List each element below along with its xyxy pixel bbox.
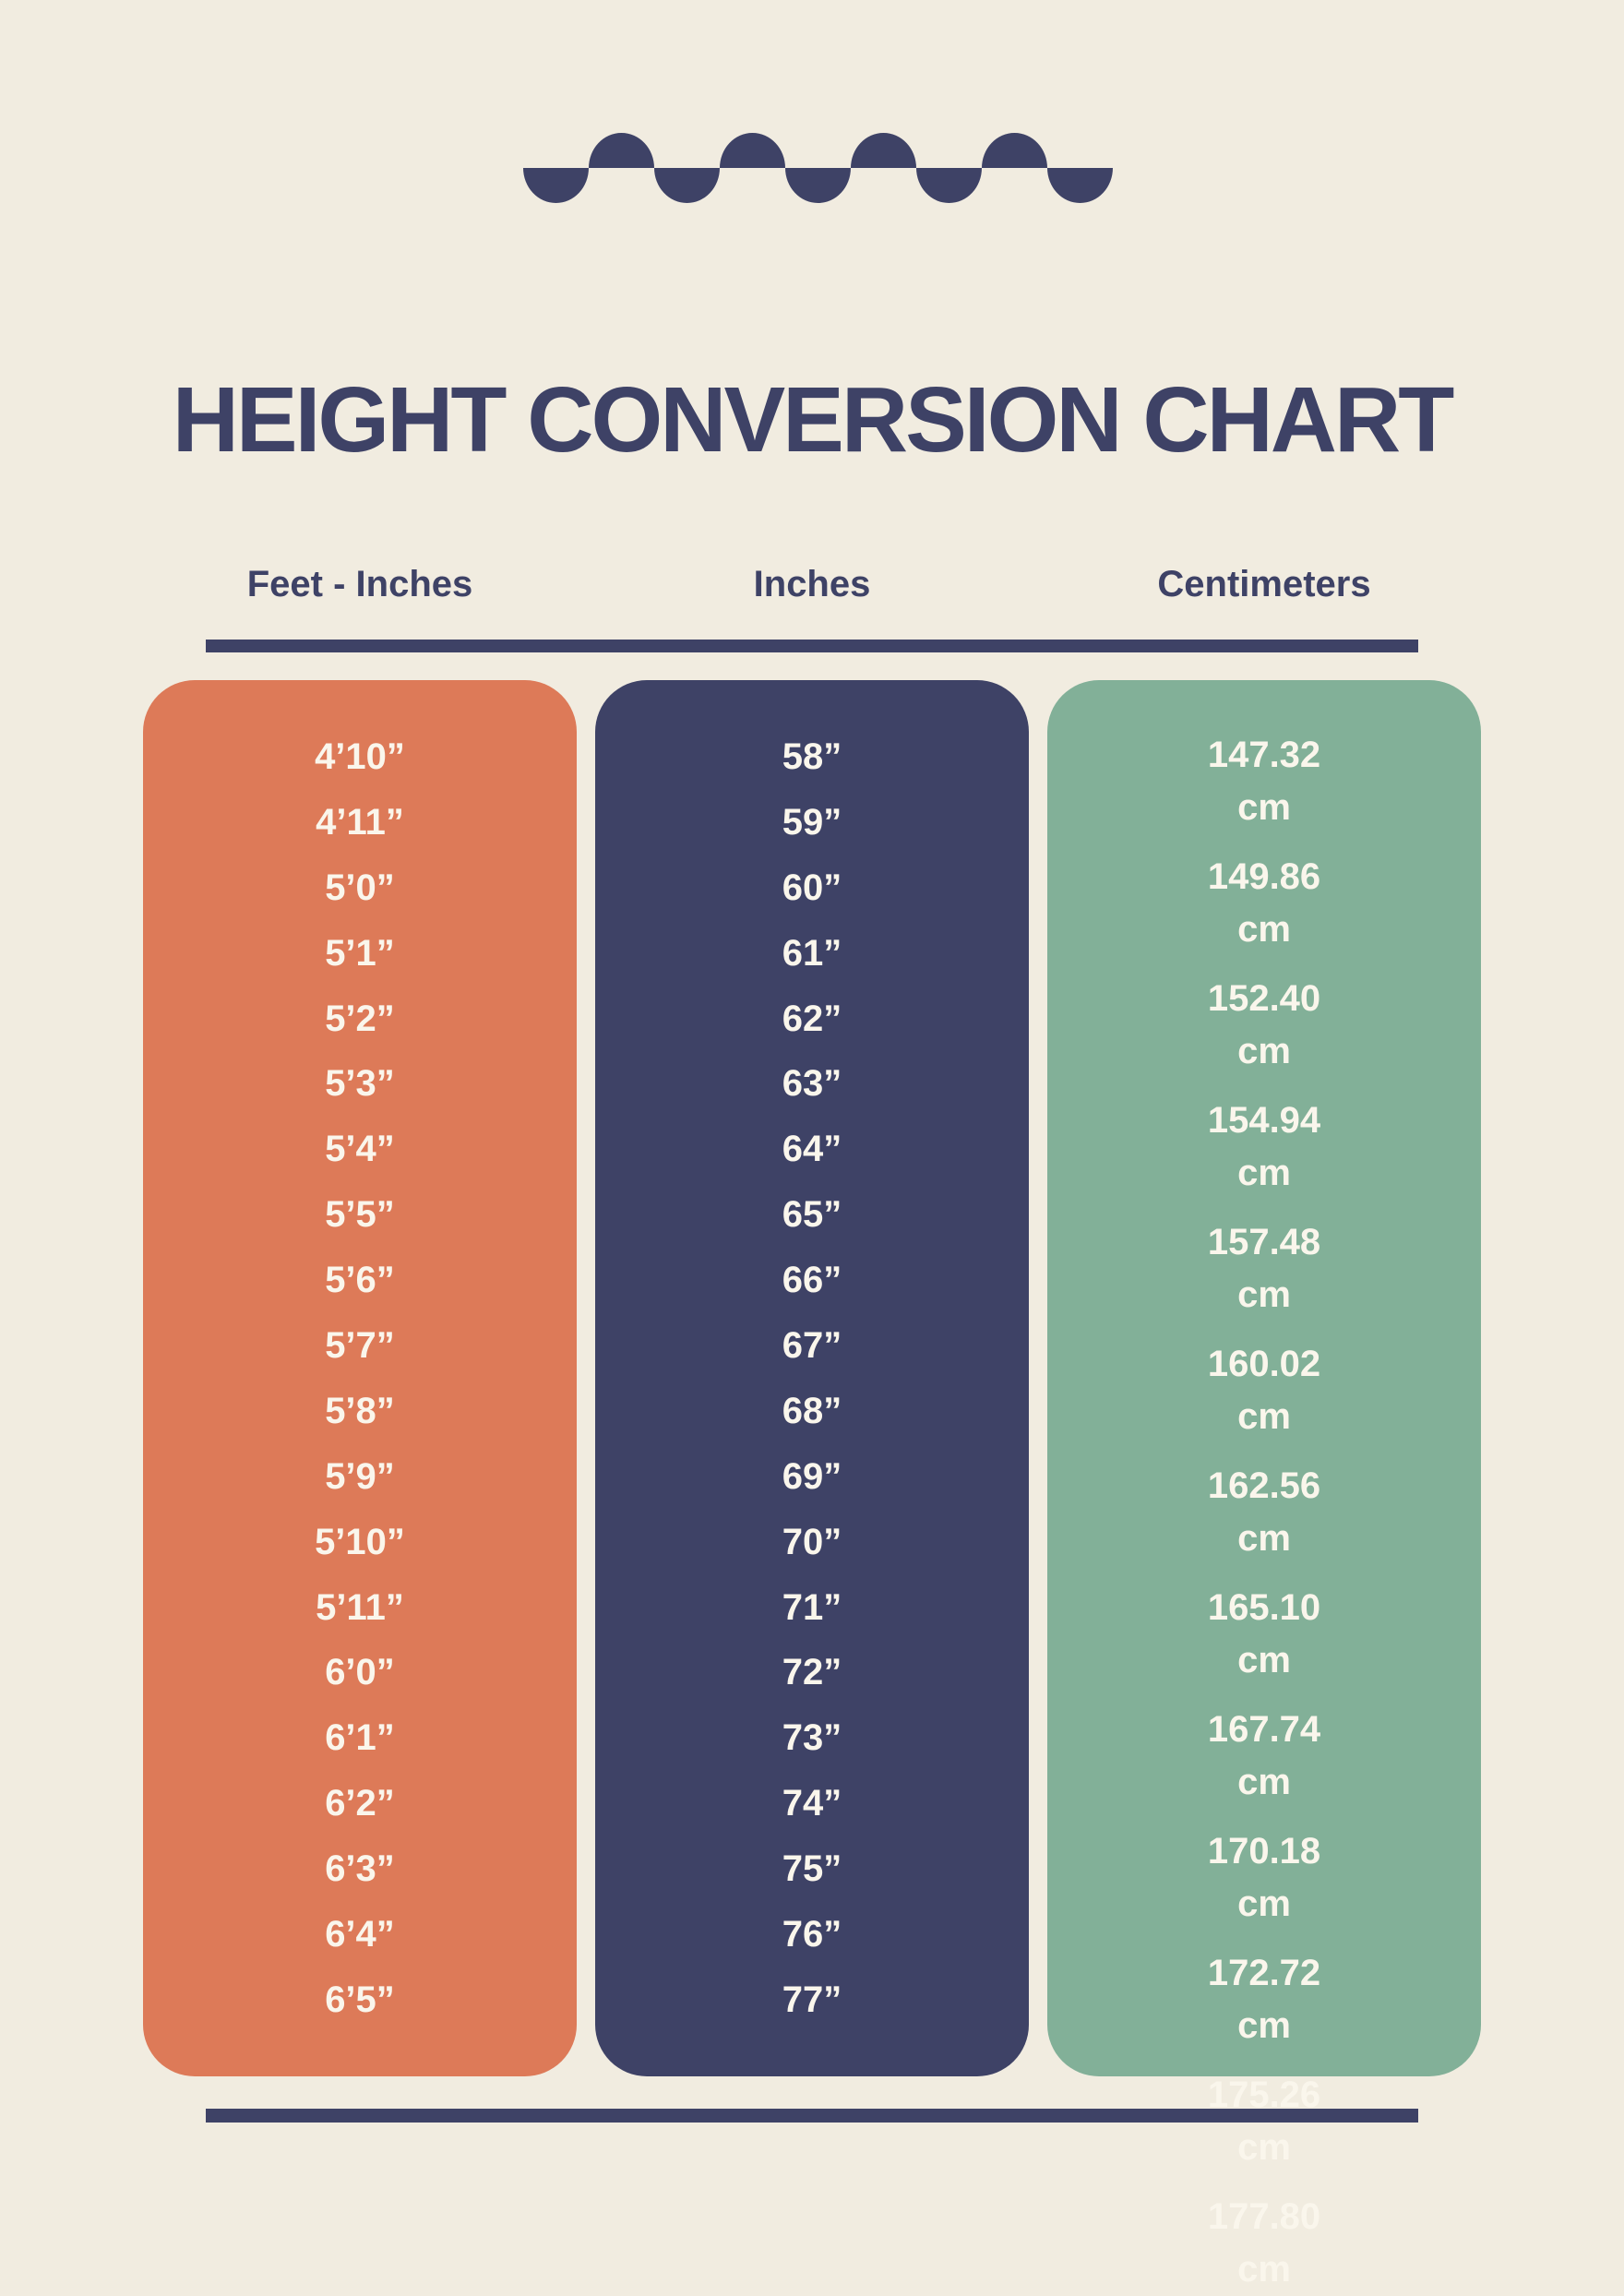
cm-unit-label: cm — [1237, 2249, 1291, 2290]
inches-value: 72” — [782, 1652, 842, 1693]
feet-inches-value: 5’6” — [325, 1260, 395, 1301]
feet-inches-value: 5’10” — [315, 1521, 405, 1562]
feet-inches-value: 4’11” — [316, 801, 404, 843]
feet-inches-value: 4’10” — [315, 736, 405, 777]
centimeters-value: 157.48 cm — [1047, 1216, 1481, 1321]
centimeters-value: 172.72 cm — [1047, 1947, 1481, 2052]
inches-value: 74” — [782, 1783, 842, 1824]
inches-value: 71” — [782, 1586, 842, 1628]
feet-inches-value: 5’7” — [325, 1325, 395, 1367]
centimeters-value: 152.40 cm — [1047, 973, 1481, 1078]
inches-value: 69” — [782, 1455, 842, 1497]
centimeters-value: 167.74 cm — [1047, 1704, 1481, 1809]
page-title: HEIGHT CONVERSION CHART — [172, 368, 1455, 472]
feet-inches-value: 6’2” — [325, 1783, 395, 1824]
cm-number: 157.48 — [1207, 1222, 1321, 1262]
inches-value: 66” — [782, 1260, 842, 1301]
feet-inches-value: 5’2” — [325, 998, 395, 1039]
inches-value: 62” — [782, 998, 842, 1039]
cm-unit-label: cm — [1237, 1762, 1291, 1802]
cm-unit-label: cm — [1237, 1640, 1291, 1680]
feet-inches-value: 5’8” — [325, 1390, 395, 1431]
feet-inches-value: 5’1” — [325, 932, 395, 974]
cm-unit-label: cm — [1237, 1031, 1291, 1071]
inches-value: 63” — [782, 1063, 842, 1105]
centimeters-column: 147.32 cm 149.86 cm 152.40 cm 154.94 cm 157.48 cm… — [1047, 680, 1481, 2290]
feet-inches-column: 4’10” 4’11” 5’0” 5’1” 5’2” 5’3” 5’4” 5’5” 5’6” 5’… — [143, 680, 577, 2076]
cm-number: 149.86 — [1207, 856, 1321, 897]
inches-value: 70” — [782, 1521, 842, 1562]
inches-value: 67” — [782, 1325, 842, 1367]
inches-value: 73” — [782, 1717, 842, 1759]
inches-value: 60” — [782, 867, 842, 908]
cm-unit-label: cm — [1237, 1396, 1291, 1437]
cm-number: 175.26 — [1207, 2075, 1321, 2115]
cm-unit-label: cm — [1237, 1518, 1291, 1559]
feet-inches-value: 5’9” — [325, 1455, 395, 1497]
feet-inches-value: 6’4” — [325, 1914, 395, 1955]
cm-number: 162.56 — [1207, 1465, 1321, 1506]
cm-number: 170.18 — [1207, 1831, 1321, 1871]
centimeters-value: 175.26 cm — [1047, 2069, 1481, 2174]
column-header-centimeters: Centimeters — [1157, 564, 1371, 604]
inches-value: 65” — [782, 1194, 842, 1236]
cm-number: 160.02 — [1207, 1344, 1321, 1384]
feet-inches-value: 5’4” — [325, 1129, 395, 1170]
inches-value: 77” — [782, 1979, 842, 2020]
feet-inches-value: 6’0” — [325, 1652, 395, 1693]
feet-inches-value: 5’5” — [325, 1194, 395, 1236]
centimeters-value: 149.86 cm — [1047, 851, 1481, 956]
cm-number: 147.32 — [1207, 735, 1321, 775]
cm-number: 172.72 — [1207, 1953, 1321, 1993]
column-header-feet-inches: Feet - Inches — [246, 564, 473, 604]
feet-inches-value: 5’0” — [325, 867, 395, 908]
centimeters-value: 154.94 cm — [1047, 1094, 1481, 1200]
cm-unit-label: cm — [1237, 909, 1291, 950]
inches-value: 59” — [782, 801, 842, 843]
cm-number: 154.94 — [1207, 1100, 1321, 1141]
inches-value: 76” — [782, 1914, 842, 1955]
centimeters-value: 162.56 cm — [1047, 1460, 1481, 1565]
feet-inches-rows: 4’10” 4’11” 5’0” 5’1” 5’2” 5’3” 5’4” 5’5” 5’6” 5’… — [143, 680, 577, 2033]
footer-rule — [206, 2109, 1418, 2123]
inches-value: 75” — [782, 1848, 842, 1890]
cm-unit-label: cm — [1237, 1153, 1291, 1193]
cm-unit-label: cm — [1237, 1274, 1291, 1315]
feet-inches-value: 6’3” — [325, 1848, 395, 1890]
feet-inches-value: 5’3” — [325, 1063, 395, 1105]
inches-value: 61” — [782, 932, 842, 974]
feet-inches-value: 6’1” — [325, 1717, 395, 1759]
cm-unit-label: cm — [1237, 2005, 1291, 2046]
cm-number: 177.80 — [1207, 2196, 1321, 2237]
cm-unit-label: cm — [1237, 2127, 1291, 2168]
inches-value: 68” — [782, 1390, 842, 1431]
inches-column: 58” 59” 60” 61” 62” 63” 64” 65” 66” 67” 68” 69” 70” 7… — [595, 680, 1029, 2076]
centimeters-rows: 147.32 cm 149.86 cm 152.40 cm 154.94 cm 157.48 cm… — [1047, 680, 1481, 2296]
centimeters-value: 160.02 cm — [1047, 1338, 1481, 1443]
inches-value: 58” — [782, 736, 842, 777]
cm-unit-label: cm — [1237, 1883, 1291, 1924]
cm-number: 165.10 — [1207, 1587, 1321, 1628]
cm-number: 152.40 — [1207, 978, 1321, 1019]
cm-unit-label: cm — [1237, 787, 1291, 828]
feet-inches-value: 6’5” — [325, 1979, 395, 2020]
wave-icon — [523, 133, 1113, 203]
inches-value: 64” — [782, 1129, 842, 1170]
centimeters-value: 177.80 cm — [1047, 2191, 1481, 2296]
centimeters-value: 170.18 cm — [1047, 1825, 1481, 1931]
inches-rows: 58” 59” 60” 61” 62” 63” 64” 65” 66” 67” 68” 69” 70” 7… — [595, 680, 1029, 2033]
centimeters-value: 165.10 cm — [1047, 1582, 1481, 1687]
header-divider-rule — [206, 640, 1418, 652]
column-header-inches: Inches — [753, 564, 871, 604]
feet-inches-value: 5’11” — [316, 1586, 404, 1628]
centimeters-value: 147.32 cm — [1047, 729, 1481, 834]
cm-number: 167.74 — [1207, 1709, 1321, 1750]
